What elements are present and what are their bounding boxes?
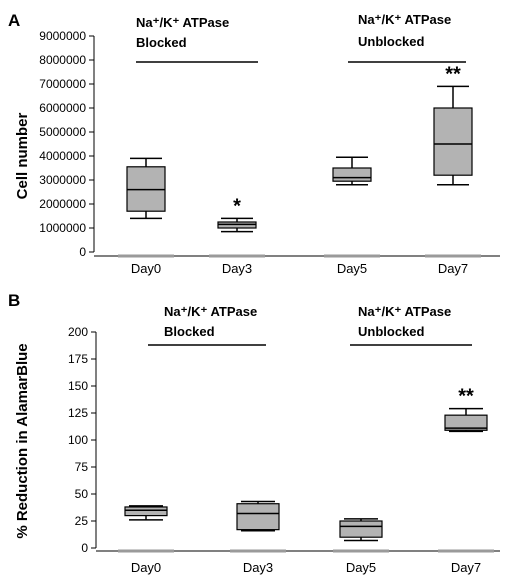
y-axis-title: % Reduction in AlamarBlue — [14, 343, 31, 538]
annotation-line2: Blocked — [136, 35, 187, 50]
iqr-box — [339, 520, 383, 538]
y-tick-label: 7000000 — [39, 77, 86, 91]
iqr-box — [124, 506, 168, 517]
x-tick-label: Day7 — [451, 560, 481, 575]
x-tick-label: Day0 — [131, 261, 161, 276]
baseline-marker — [230, 549, 286, 553]
box-day0 — [118, 157, 174, 258]
baseline-marker — [438, 549, 494, 553]
y-tick-label: 125 — [68, 406, 88, 420]
baseline-marker — [324, 254, 380, 258]
y-tick-label: 50 — [75, 487, 89, 501]
y-tick-label: 4000000 — [39, 149, 86, 163]
x-tick-label: Day7 — [438, 261, 468, 276]
significance-mark: ** — [445, 63, 461, 85]
annotation-line2: Unblocked — [358, 324, 425, 339]
iqr-box — [332, 167, 372, 182]
baseline-marker — [209, 254, 265, 258]
x-tick-label: Day3 — [222, 261, 252, 276]
y-tick-label: 100 — [68, 433, 88, 447]
annotation-line1: Na⁺/K⁺ ATPase — [358, 304, 451, 319]
y-tick-label: 2000000 — [39, 197, 86, 211]
y-tick-label: 150 — [68, 379, 88, 393]
y-tick-label: 9000000 — [39, 29, 86, 43]
box-day7: ** — [425, 63, 481, 258]
y-tick-label: 0 — [81, 541, 88, 555]
x-tick-label: Day5 — [346, 560, 376, 575]
x-tick-label: Day0 — [131, 560, 161, 575]
y-tick-label: 200 — [68, 325, 88, 339]
panel-label: A — [8, 11, 20, 30]
iqr-box — [433, 107, 473, 176]
y-tick-label: 5000000 — [39, 125, 86, 139]
y-axis-title: Cell number — [14, 112, 31, 199]
x-tick-label: Day3 — [243, 560, 273, 575]
box-day5 — [333, 518, 389, 553]
baseline-marker — [425, 254, 481, 258]
significance-mark: ** — [458, 386, 474, 408]
x-tick-label: Day5 — [337, 261, 367, 276]
significance-mark: * — [233, 195, 241, 217]
panel-label: B — [8, 291, 20, 310]
annotation-line2: Unblocked — [358, 34, 425, 49]
baseline-marker — [118, 549, 174, 553]
y-tick-label: 0 — [79, 245, 86, 259]
y-tick-label: 8000000 — [39, 53, 86, 67]
box-day3: * — [209, 195, 265, 258]
baseline-marker — [118, 254, 174, 258]
box-day3 — [230, 500, 286, 553]
annotation-line2: Blocked — [164, 324, 215, 339]
y-tick-label: 1000000 — [39, 221, 86, 235]
baseline-marker — [333, 549, 389, 553]
annotation-line1: Na⁺/K⁺ ATPase — [358, 12, 451, 27]
iqr-box — [444, 414, 488, 431]
y-tick-label: 3000000 — [39, 173, 86, 187]
box-day0 — [118, 505, 174, 553]
iqr-box — [236, 503, 280, 531]
annotation-line1: Na⁺/K⁺ ATPase — [136, 15, 229, 30]
panel-a-chart: A Cell number 0 1000000 2000000 3000000 400000… — [8, 11, 500, 276]
annotation-line1: Na⁺/K⁺ ATPase — [164, 304, 257, 319]
box-day7: ** — [438, 386, 494, 553]
y-tick-label: 6000000 — [39, 101, 86, 115]
y-tick-label: 75 — [75, 460, 89, 474]
panel-b-chart: B % Reduction in AlamarBlue 0 25 50 75 100 125 1… — [8, 291, 500, 575]
y-tick-label: 175 — [68, 352, 88, 366]
y-tick-label: 25 — [75, 514, 89, 528]
box-day5 — [324, 156, 380, 258]
